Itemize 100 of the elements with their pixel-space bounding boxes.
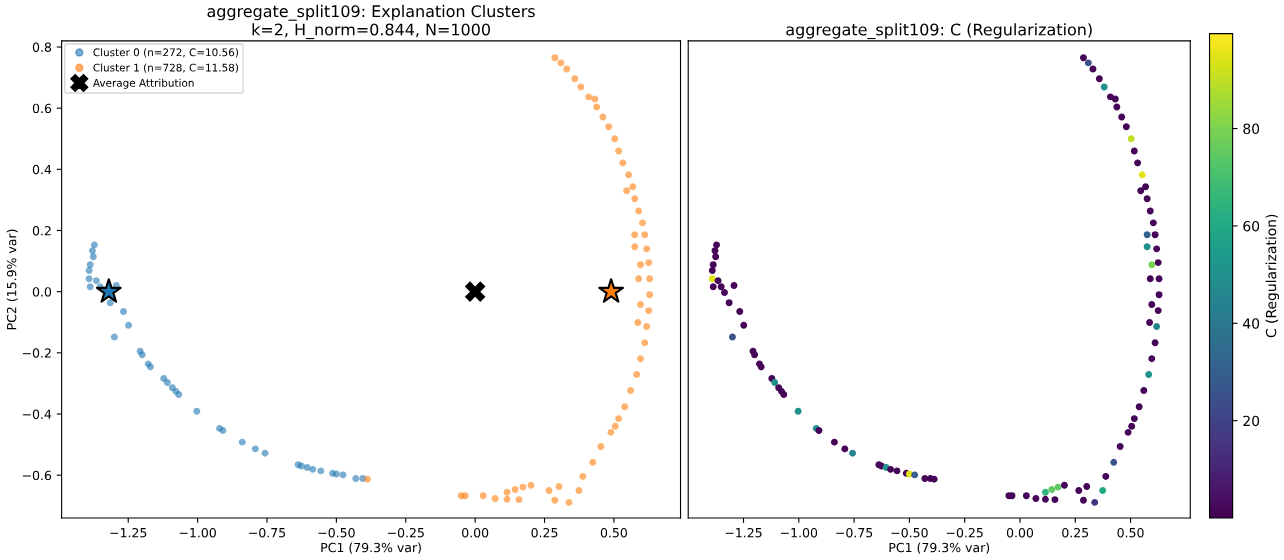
point xyxy=(599,113,607,121)
color-bar-label: 80 xyxy=(1243,123,1260,135)
point xyxy=(641,231,649,239)
point xyxy=(503,495,511,503)
point xyxy=(611,135,619,143)
point xyxy=(527,481,535,489)
point xyxy=(332,470,340,478)
x-tick-label: −0.75 xyxy=(836,527,873,538)
point xyxy=(85,275,93,283)
point xyxy=(607,428,615,436)
y-tick-label: 0.4 xyxy=(32,164,52,175)
point xyxy=(515,496,523,504)
point xyxy=(238,438,246,446)
x-tick-label: −0.75 xyxy=(249,527,286,538)
legend-label: Cluster 0 (n=272, C=10.56) xyxy=(93,48,238,58)
point xyxy=(637,261,645,269)
x-tick-label: −1.25 xyxy=(725,527,762,538)
x-tick-label: −0.50 xyxy=(318,527,355,538)
point xyxy=(339,471,347,479)
point xyxy=(641,339,649,347)
point xyxy=(579,472,587,480)
point xyxy=(565,498,573,506)
point xyxy=(631,243,639,251)
point xyxy=(364,475,371,483)
point xyxy=(555,483,563,490)
point xyxy=(352,475,360,483)
point xyxy=(634,319,642,327)
point xyxy=(575,487,583,494)
point xyxy=(646,275,654,283)
x-axis-title: PC1 (79.3% var) xyxy=(321,542,421,554)
point xyxy=(637,301,645,308)
point xyxy=(125,321,132,329)
x-tick-label: −1.25 xyxy=(110,527,147,538)
point xyxy=(635,275,643,283)
point xyxy=(457,492,465,500)
x-tick-label: −1.00 xyxy=(179,527,216,538)
x-tick-label: 0.00 xyxy=(462,527,489,538)
point xyxy=(619,159,627,167)
x-tick-label: 0.50 xyxy=(1117,527,1144,538)
point xyxy=(589,458,597,466)
point xyxy=(563,65,571,73)
point xyxy=(637,355,645,363)
point xyxy=(593,103,601,111)
y-tick-label: 0.6 xyxy=(32,103,52,114)
point xyxy=(615,415,623,423)
point xyxy=(479,492,487,500)
x-tick-label: 0.00 xyxy=(1006,527,1034,538)
y-tick-label: 0.8 xyxy=(32,42,52,52)
point xyxy=(545,487,553,494)
point xyxy=(643,323,651,331)
y-axis-title: PC2 (15.9% var) xyxy=(6,229,18,330)
point xyxy=(646,291,654,299)
point xyxy=(585,93,593,101)
chart-title: aggregate_split109: C (Regularization) xyxy=(786,23,1092,40)
point xyxy=(88,247,96,255)
point xyxy=(511,486,519,494)
point xyxy=(85,267,93,275)
point xyxy=(598,278,624,303)
point xyxy=(95,278,122,303)
color-bar-title: C (Regularization) xyxy=(1265,214,1280,338)
point xyxy=(625,171,633,179)
point xyxy=(503,488,511,496)
point xyxy=(571,75,579,83)
color-bar-label: 20 xyxy=(1243,415,1260,427)
x-tick-label: −0.25 xyxy=(387,527,424,538)
point xyxy=(627,386,635,394)
y-tick-label: 0.0 xyxy=(32,287,52,297)
point xyxy=(635,207,643,215)
point xyxy=(89,253,97,261)
point xyxy=(251,445,259,453)
point xyxy=(633,371,641,379)
y-tick-label: 0.2 xyxy=(32,225,51,236)
point xyxy=(639,219,646,227)
point xyxy=(631,231,639,239)
point xyxy=(615,147,623,155)
x-tick-label: −1.00 xyxy=(780,527,818,538)
point xyxy=(90,241,98,249)
point xyxy=(110,333,118,341)
point xyxy=(645,259,653,267)
point xyxy=(464,281,486,302)
point xyxy=(317,467,325,475)
point xyxy=(621,403,629,411)
point xyxy=(605,123,613,131)
point xyxy=(597,442,605,450)
legend-label: Average Attribution xyxy=(92,78,194,89)
y-tick-label: −0.2 xyxy=(22,348,51,358)
point xyxy=(86,283,94,291)
point xyxy=(631,195,639,203)
point xyxy=(623,187,631,195)
point xyxy=(193,407,201,415)
point xyxy=(551,496,559,504)
x-tick-label: −0.25 xyxy=(946,527,983,538)
y-tick-label: −0.4 xyxy=(22,409,52,419)
point xyxy=(120,308,127,316)
legend-label: Cluster 1 (n=728, C=11.58) xyxy=(93,63,238,73)
x-tick-label: 0.25 xyxy=(531,527,558,538)
point xyxy=(645,307,653,315)
y-tick-label: −0.6 xyxy=(22,470,52,481)
point xyxy=(309,465,317,473)
x-axis-title: PC1 (79.3% var) xyxy=(889,542,990,554)
